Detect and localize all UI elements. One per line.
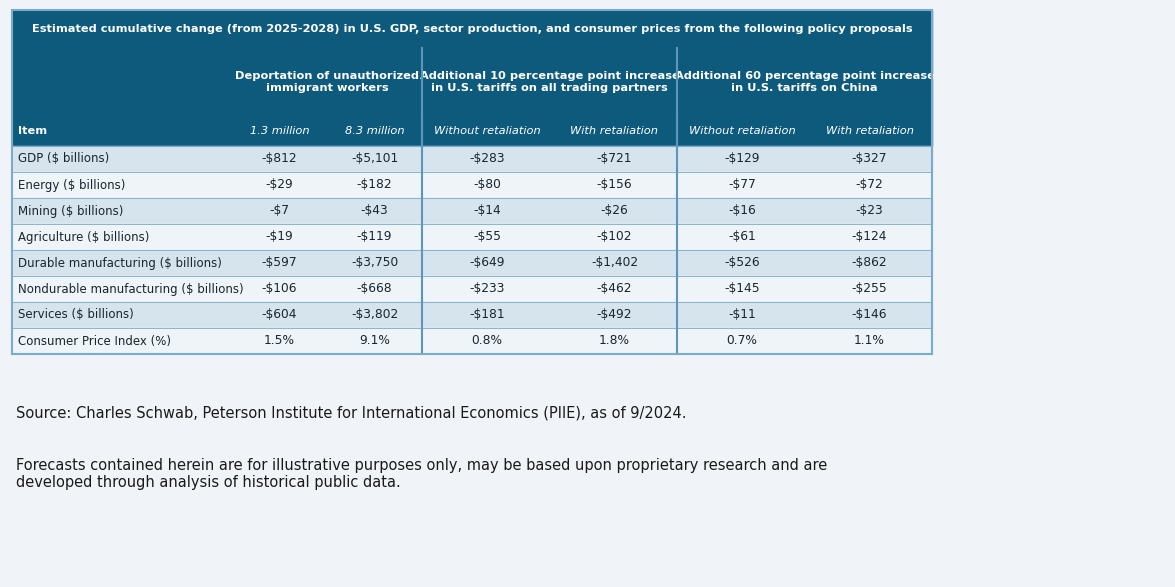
Text: -$146: -$146 xyxy=(852,309,887,322)
Text: With retaliation: With retaliation xyxy=(571,126,658,136)
Text: -$29: -$29 xyxy=(266,178,294,191)
Text: -$649: -$649 xyxy=(469,257,505,269)
Text: -$11: -$11 xyxy=(728,309,756,322)
Text: Deportation of unauthorized
immigrant workers: Deportation of unauthorized immigrant wo… xyxy=(235,71,419,93)
Text: -$43: -$43 xyxy=(361,204,389,218)
Text: 1.3 million: 1.3 million xyxy=(249,126,309,136)
Text: -$1,402: -$1,402 xyxy=(591,257,638,269)
Text: Source: Charles Schwab, Peterson Institute for International Economics (PIIE), a: Source: Charles Schwab, Peterson Institu… xyxy=(16,406,686,421)
Text: -$812: -$812 xyxy=(262,153,297,166)
Bar xyxy=(12,276,932,302)
Text: -$124: -$124 xyxy=(852,231,887,244)
Text: 8.3 million: 8.3 million xyxy=(344,126,404,136)
Text: -$119: -$119 xyxy=(357,231,392,244)
Text: -$3,802: -$3,802 xyxy=(351,309,398,322)
Text: -$3,750: -$3,750 xyxy=(351,257,398,269)
Bar xyxy=(12,116,932,146)
Text: Estimated cumulative change (from 2025-2028) in U.S. GDP, sector production, and: Estimated cumulative change (from 2025-2… xyxy=(32,24,912,34)
Text: Forecasts contained herein are for illustrative purposes only, may be based upon: Forecasts contained herein are for illus… xyxy=(16,458,827,490)
Bar xyxy=(12,10,932,354)
Text: Durable manufacturing ($ billions): Durable manufacturing ($ billions) xyxy=(18,257,222,269)
Text: 1.1%: 1.1% xyxy=(854,335,885,348)
Text: Consumer Price Index (%): Consumer Price Index (%) xyxy=(18,335,172,348)
Bar xyxy=(12,328,932,354)
Text: -$721: -$721 xyxy=(597,153,632,166)
Text: -$55: -$55 xyxy=(474,231,501,244)
Text: -$182: -$182 xyxy=(357,178,392,191)
Bar xyxy=(12,172,932,198)
Text: -$7: -$7 xyxy=(269,204,289,218)
Text: 0.7%: 0.7% xyxy=(726,335,758,348)
Text: GDP ($ billions): GDP ($ billions) xyxy=(18,153,109,166)
Text: Item: Item xyxy=(18,126,47,136)
Text: Without retaliation: Without retaliation xyxy=(434,126,540,136)
Text: -$61: -$61 xyxy=(728,231,756,244)
Text: Agriculture ($ billions): Agriculture ($ billions) xyxy=(18,231,149,244)
Text: Additional 10 percentage point increase
in U.S. tariffs on all trading partners: Additional 10 percentage point increase … xyxy=(419,71,679,93)
Bar xyxy=(12,10,932,48)
Text: 9.1%: 9.1% xyxy=(360,335,390,348)
Text: -$156: -$156 xyxy=(597,178,632,191)
Text: -$26: -$26 xyxy=(600,204,629,218)
Text: -$462: -$462 xyxy=(597,282,632,295)
Text: -$283: -$283 xyxy=(469,153,505,166)
Text: -$597: -$597 xyxy=(262,257,297,269)
Text: -$233: -$233 xyxy=(469,282,505,295)
Text: -$492: -$492 xyxy=(597,309,632,322)
Text: Additional 60 percentage point increase
in U.S. tariffs on China: Additional 60 percentage point increase … xyxy=(674,71,934,93)
Text: -$5,101: -$5,101 xyxy=(351,153,398,166)
Text: -$668: -$668 xyxy=(357,282,392,295)
Text: Services ($ billions): Services ($ billions) xyxy=(18,309,134,322)
Bar xyxy=(12,146,932,172)
Text: Without retaliation: Without retaliation xyxy=(689,126,795,136)
Text: 1.5%: 1.5% xyxy=(264,335,295,348)
Text: -$72: -$72 xyxy=(855,178,884,191)
Text: -$106: -$106 xyxy=(262,282,297,295)
Bar xyxy=(12,250,932,276)
Text: Energy ($ billions): Energy ($ billions) xyxy=(18,178,126,191)
Text: With retaliation: With retaliation xyxy=(826,126,913,136)
Text: -$23: -$23 xyxy=(855,204,884,218)
Text: Mining ($ billions): Mining ($ billions) xyxy=(18,204,123,218)
Text: -$145: -$145 xyxy=(724,282,760,295)
Text: -$604: -$604 xyxy=(262,309,297,322)
Bar xyxy=(12,302,932,328)
Text: -$255: -$255 xyxy=(852,282,887,295)
Text: Nondurable manufacturing ($ billions): Nondurable manufacturing ($ billions) xyxy=(18,282,243,295)
Text: -$19: -$19 xyxy=(266,231,294,244)
Text: -$14: -$14 xyxy=(474,204,501,218)
Bar xyxy=(12,48,932,116)
Text: -$181: -$181 xyxy=(469,309,505,322)
Text: 0.8%: 0.8% xyxy=(471,335,503,348)
Text: -$327: -$327 xyxy=(852,153,887,166)
Text: -$77: -$77 xyxy=(728,178,756,191)
Bar xyxy=(12,198,932,224)
Text: -$129: -$129 xyxy=(724,153,760,166)
Text: 1.8%: 1.8% xyxy=(599,335,630,348)
Text: -$862: -$862 xyxy=(852,257,887,269)
Text: -$80: -$80 xyxy=(474,178,501,191)
Text: -$102: -$102 xyxy=(597,231,632,244)
Text: -$526: -$526 xyxy=(724,257,760,269)
Text: -$16: -$16 xyxy=(728,204,756,218)
Bar xyxy=(12,224,932,250)
